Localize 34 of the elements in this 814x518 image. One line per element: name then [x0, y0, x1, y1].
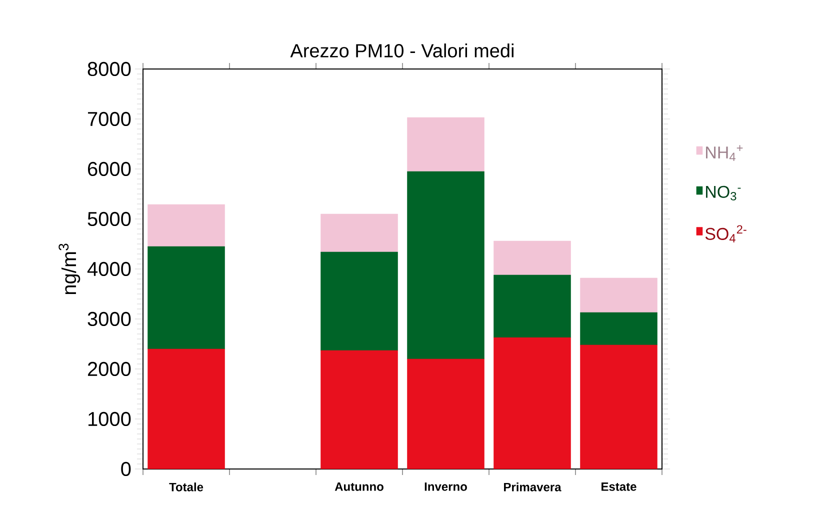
bar	[407, 358, 484, 469]
bar	[407, 117, 484, 172]
y-tick-label: 8000	[88, 62, 131, 76]
bar	[580, 278, 658, 313]
y-tick-label: 5000	[88, 212, 131, 226]
chart-title: Arezzo PM10 - Valori medi	[290, 44, 514, 58]
bar	[320, 350, 398, 469]
legend-label: SO$_{4}$2-	[705, 225, 746, 242]
bar	[148, 204, 225, 247]
bar	[580, 344, 658, 469]
x-tick-label: Totale	[169, 482, 204, 492]
bar	[320, 252, 398, 351]
bar	[580, 312, 658, 346]
y-axis-title: ng/m$^{3}$	[58, 244, 80, 294]
y-tick-label: 3000	[88, 312, 131, 326]
y-tick-label: 2000	[88, 362, 131, 376]
x-tick-label: Estate	[602, 482, 636, 491]
y-tick-label: 1000	[88, 412, 131, 426]
bar	[407, 171, 484, 360]
bar	[148, 246, 225, 350]
bar	[320, 214, 398, 252]
x-tick-label: Inverno	[424, 482, 467, 491]
y-tick-label: 7000	[88, 112, 131, 126]
x-tick-label: Primavera	[504, 482, 562, 492]
y-tick-label: 0	[121, 462, 131, 476]
y-tick-label: 6000	[88, 162, 131, 176]
legend-label: NO$_{3}$-	[706, 186, 741, 200]
x-tick-label: Autunno	[334, 482, 384, 491]
y-tick-label: 4000	[87, 262, 131, 276]
bar	[494, 337, 571, 469]
bar	[494, 274, 571, 338]
bar	[494, 240, 571, 276]
legend-label: NH$_{4}$+	[706, 145, 743, 161]
bar	[148, 348, 225, 469]
